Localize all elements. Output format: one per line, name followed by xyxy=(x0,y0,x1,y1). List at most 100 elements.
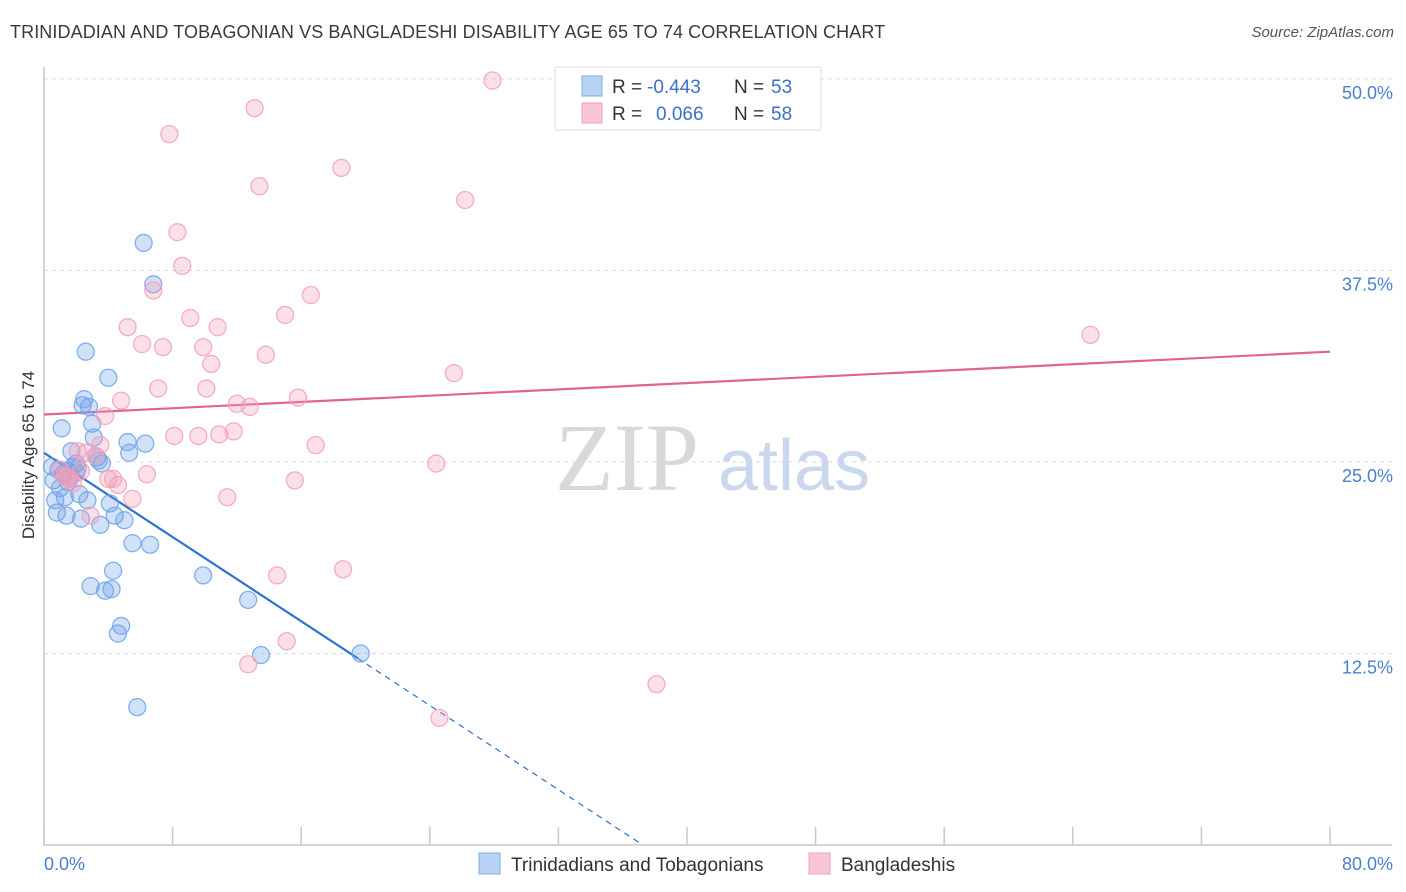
data-point xyxy=(256,345,275,364)
data-point xyxy=(218,488,237,507)
data-point xyxy=(245,98,264,118)
data-point xyxy=(134,233,153,253)
data-point xyxy=(95,406,115,426)
data-point xyxy=(140,535,160,554)
series-bangladeshis xyxy=(50,71,1100,727)
legend-n-label-2: N = xyxy=(734,104,764,125)
data-point xyxy=(81,576,100,596)
data-point xyxy=(132,334,152,354)
data-point xyxy=(165,426,184,446)
data-point xyxy=(118,318,137,337)
series-trinidadians xyxy=(42,233,370,717)
data-point xyxy=(103,561,123,580)
legend-n-label-1: N = xyxy=(734,77,764,98)
data-point xyxy=(123,534,142,553)
data-point xyxy=(189,426,208,446)
watermark-atlas: atlas xyxy=(718,426,870,506)
data-point xyxy=(99,368,118,387)
legend-r-label-2: R = xyxy=(612,104,642,125)
data-point xyxy=(57,468,76,487)
legend-r-label-1: R = xyxy=(612,77,642,98)
data-point xyxy=(168,223,187,242)
data-point xyxy=(115,511,134,530)
data-point xyxy=(128,697,147,717)
data-point xyxy=(285,471,304,490)
data-point xyxy=(52,419,71,438)
data-point xyxy=(1081,325,1100,344)
data-point xyxy=(76,342,95,361)
x-tick-label-max: 80.0% xyxy=(1342,854,1393,874)
gridlines xyxy=(44,78,1392,654)
data-point xyxy=(267,566,287,585)
data-point xyxy=(277,632,296,651)
data-point xyxy=(91,515,110,534)
bottom-legend-swatch-bangladeshis xyxy=(808,852,831,875)
data-point xyxy=(301,285,320,305)
data-point xyxy=(224,422,243,441)
data-point xyxy=(181,308,200,328)
data-point xyxy=(112,391,131,410)
source-label: Source: ZipAtlas.com xyxy=(1251,24,1394,41)
data-point xyxy=(86,446,105,466)
data-point xyxy=(483,71,502,90)
legend-swatch-trinidadians xyxy=(581,75,603,97)
y-tick-label-2: 37.5% xyxy=(1342,275,1393,295)
data-point xyxy=(137,465,157,484)
data-point xyxy=(239,590,258,610)
data-point xyxy=(332,158,351,178)
data-point xyxy=(123,489,142,508)
data-point xyxy=(148,379,168,398)
data-point xyxy=(120,443,139,462)
y-tick-labels: 12.5% 25.0% 37.5% 50.0% xyxy=(1342,83,1393,678)
data-point xyxy=(275,305,295,325)
y-tick-label-1: 25.0% xyxy=(1342,466,1393,486)
trend-line-extension-0 xyxy=(357,657,640,843)
axes xyxy=(43,67,1392,846)
data-point xyxy=(351,644,370,663)
data-point xyxy=(193,337,213,357)
bottom-legend-trinidadians: Trinidadians and Tobagonians xyxy=(511,855,763,876)
watermark: ZIP atlas xyxy=(555,404,870,511)
data-point xyxy=(102,580,121,599)
legend-swatch-bangladeshis xyxy=(581,102,603,124)
data-point xyxy=(144,275,163,294)
data-point xyxy=(55,488,75,507)
chart-title: TRINIDADIAN AND TOBAGONIAN VS BANGLADESH… xyxy=(10,22,886,42)
x-tick-labels: 0.0% 80.0% xyxy=(44,854,1393,874)
data-point xyxy=(647,674,666,694)
data-point xyxy=(91,435,110,455)
data-point xyxy=(444,363,464,383)
data-point xyxy=(239,655,258,674)
x-tick-label-min: 0.0% xyxy=(44,854,85,874)
correlation-legend: R = -0.443 N = 53 R = 0.066 N = 58 xyxy=(554,66,822,131)
bottom-legend-bangladeshis: Bangladeshis xyxy=(841,855,955,876)
y-tick-label-0: 12.5% xyxy=(1342,658,1393,678)
data-point xyxy=(173,256,192,276)
data-point xyxy=(208,318,227,337)
legend-r-value-bangladeshis: 0.066 xyxy=(656,104,704,125)
data-point xyxy=(288,388,308,407)
data-point xyxy=(197,379,216,398)
data-point xyxy=(430,708,449,727)
data-point xyxy=(112,616,131,636)
series-legend: Trinidadians and Tobagonians Bangladeshi… xyxy=(478,852,955,876)
data-point xyxy=(81,506,100,525)
data-point xyxy=(240,397,259,416)
data-point xyxy=(108,475,128,495)
data-point xyxy=(456,190,475,210)
data-points xyxy=(42,71,1100,727)
data-point xyxy=(78,491,97,510)
data-point xyxy=(95,581,115,600)
data-point xyxy=(202,354,221,374)
data-point xyxy=(144,281,163,300)
data-point xyxy=(193,566,213,585)
data-point xyxy=(251,645,271,665)
data-point xyxy=(250,177,269,196)
data-point xyxy=(160,125,179,144)
data-point xyxy=(103,469,123,489)
y-axis-label: Disability Age 65 to 74 xyxy=(19,371,38,539)
legend-r-value-trinidadians: -0.443 xyxy=(647,77,701,98)
data-point xyxy=(306,435,325,455)
watermark-zip: ZIP xyxy=(555,404,699,511)
